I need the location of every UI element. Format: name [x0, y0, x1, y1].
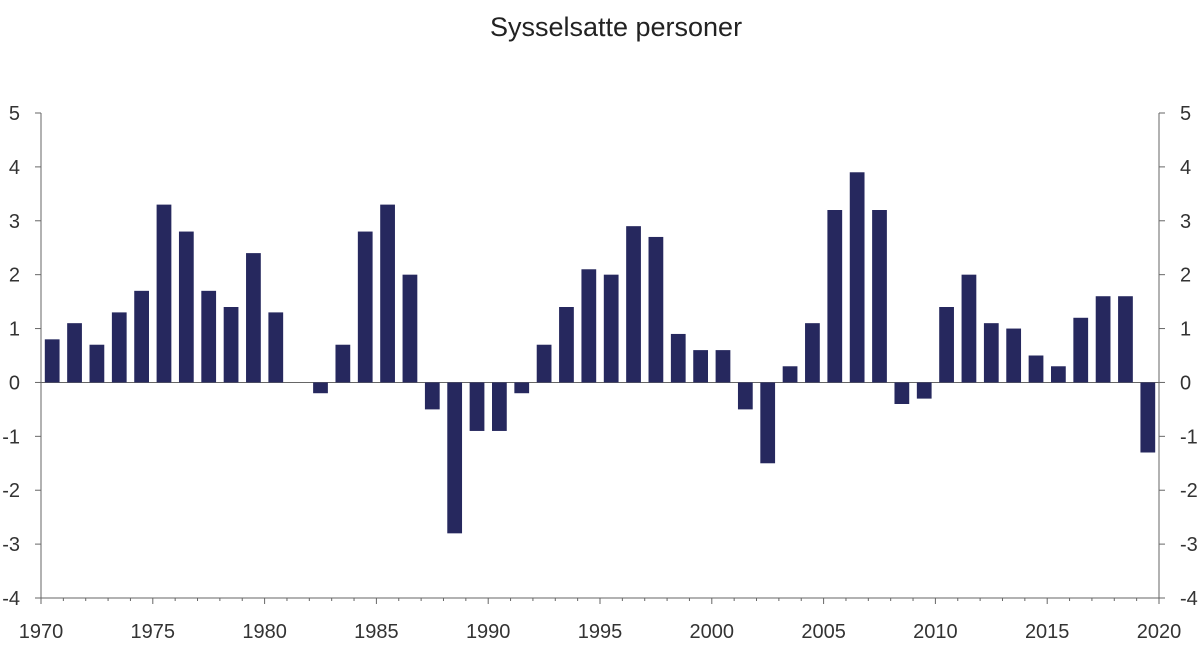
- y-tick-label-left: -3: [2, 534, 20, 556]
- bar-1990: [469, 382, 485, 431]
- x-tick-label: 1980: [242, 621, 287, 643]
- y-tick-label-left: -4: [2, 588, 20, 610]
- bar-1985: [357, 231, 373, 383]
- y-tick-label-left: 0: [9, 372, 20, 394]
- bar-1980: [246, 253, 261, 383]
- bar-2010: [916, 382, 932, 399]
- bar-1987: [402, 274, 418, 383]
- bar-1971: [44, 339, 60, 383]
- bar-2012: [961, 274, 977, 383]
- bar-2015: [1028, 355, 1044, 383]
- bar-2002: [737, 382, 753, 410]
- bar-1975: [134, 290, 149, 383]
- chart-ticks: -4 -4 -3 -3 -2 -2 -1 -1 0 0 1 1 2 2 3 3 4 4 5 5 1970 1975 1980…: [2, 103, 1198, 643]
- bar-2013: [983, 323, 999, 383]
- bar-2018: [1095, 296, 1111, 383]
- bar-1977: [178, 231, 194, 383]
- bar-1997: [626, 226, 641, 383]
- bar-1981: [268, 312, 284, 383]
- bar-1984: [335, 344, 351, 383]
- bar-2009: [894, 382, 910, 404]
- bar-1993: [536, 344, 552, 383]
- y-tick-label-left: 2: [9, 265, 20, 287]
- y-tick-label-right: 0: [1180, 372, 1191, 394]
- bar-2017: [1073, 317, 1089, 383]
- x-tick-label: 1990: [466, 621, 511, 643]
- bar-2006: [827, 210, 843, 383]
- bar-1983: [313, 382, 328, 394]
- y-tick-label-left: -1: [2, 426, 20, 448]
- x-tick-label: 2005: [801, 621, 846, 643]
- x-tick-label: 1970: [19, 621, 64, 643]
- y-tick-label-left: 4: [9, 157, 20, 179]
- y-tick-label-right: 3: [1180, 211, 1191, 233]
- bar-2005: [805, 323, 820, 383]
- bar-1988: [424, 382, 440, 410]
- x-tick-label: 1985: [354, 621, 399, 643]
- bar-2019: [1118, 296, 1133, 383]
- bar-2003: [760, 382, 776, 464]
- bar-1978: [201, 290, 217, 383]
- bar-1995: [581, 269, 597, 383]
- bar-1994: [559, 307, 574, 383]
- x-tick-label: 1975: [131, 621, 176, 643]
- bar-2000: [693, 350, 708, 383]
- x-tick-label: 1995: [578, 621, 623, 643]
- bar-2020: [1140, 382, 1156, 453]
- bar-1996: [603, 274, 619, 383]
- y-tick-label-right: 4: [1180, 157, 1191, 179]
- bar-2007: [849, 172, 865, 383]
- chart-bars: [44, 172, 1156, 534]
- y-tick-label-left: 3: [9, 211, 20, 233]
- bar-1976: [156, 204, 172, 383]
- x-tick-label: 2015: [1025, 621, 1070, 643]
- y-tick-label-right: 5: [1180, 103, 1191, 125]
- y-tick-label-left: 1: [9, 319, 20, 341]
- bar-1989: [447, 382, 463, 534]
- bar-1974: [111, 312, 127, 383]
- bar-1999: [670, 333, 686, 383]
- y-tick-label-right: -4: [1180, 588, 1198, 610]
- bar-1979: [223, 307, 239, 383]
- y-tick-label-right: -2: [1180, 480, 1198, 502]
- y-tick-label-left: 5: [9, 103, 20, 125]
- bar-1973: [89, 344, 105, 383]
- x-tick-label: 2010: [913, 621, 958, 643]
- x-tick-label: 2020: [1137, 621, 1182, 643]
- chart-title: Sysselsatte personer: [489, 12, 743, 42]
- y-tick-label-right: -1: [1180, 426, 1198, 448]
- y-tick-label-right: 2: [1180, 265, 1191, 287]
- bar-2011: [939, 307, 954, 383]
- y-tick-label-right: -3: [1180, 534, 1198, 556]
- bar-2014: [1006, 328, 1022, 383]
- x-tick-label: 2000: [690, 621, 735, 643]
- bar-2001: [715, 350, 731, 383]
- y-tick-label-left: -2: [2, 480, 20, 502]
- bar-2004: [782, 366, 798, 383]
- bar-1986: [380, 204, 395, 383]
- bar-2016: [1051, 366, 1066, 383]
- bar-2008: [872, 210, 887, 383]
- bar-1972: [67, 323, 82, 383]
- bar-1998: [648, 236, 664, 383]
- bar-1991: [492, 382, 507, 431]
- y-tick-label-right: 1: [1180, 319, 1191, 341]
- bar-1992: [514, 382, 530, 394]
